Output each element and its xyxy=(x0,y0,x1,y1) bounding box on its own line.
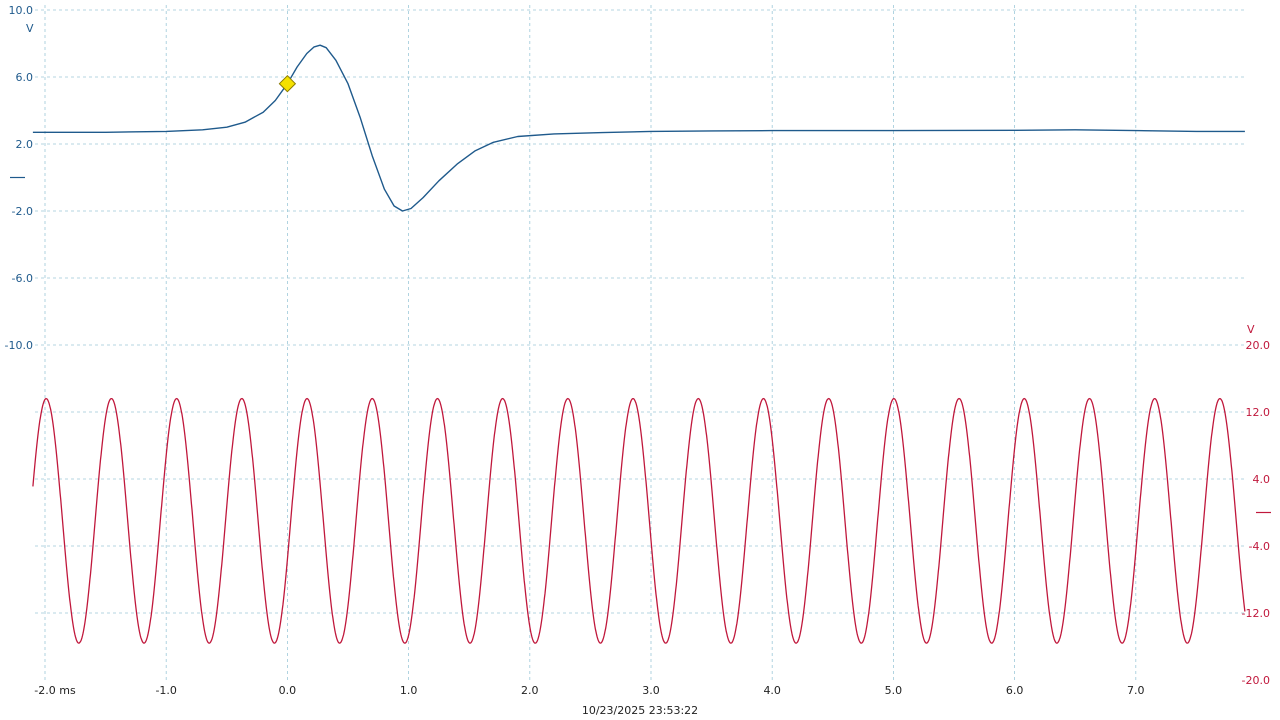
ch1-tick-label: 10.0 xyxy=(9,4,34,17)
x-tick-label: 4.0 xyxy=(763,684,781,697)
ch2-tick-label: 12.0 xyxy=(1246,406,1271,419)
x-tick-label: 3.0 xyxy=(642,684,660,697)
ch1-trace xyxy=(32,44,1245,212)
ch2-tick-label: -20.0 xyxy=(1242,674,1270,687)
channel-2: 20.0 12.0 4.0 -4.0 -12.0 -20.0 V xyxy=(32,323,1271,687)
ch2-trace xyxy=(32,397,1246,644)
x-tick-label: 2.0 xyxy=(521,684,539,697)
x-tick-label: 5.0 xyxy=(885,684,903,697)
channel-1: 10.0 6.0 2.0 -2.0 -6.0 -10.0 V xyxy=(5,4,1245,352)
ch2-tick-label: 20.0 xyxy=(1246,339,1271,352)
ch2-tick-label: -4.0 xyxy=(1249,540,1270,553)
ch1-unit-label: V xyxy=(26,22,34,35)
x-tick-label: 6.0 xyxy=(1006,684,1024,697)
ch1-tick-label: -10.0 xyxy=(5,339,33,352)
ch1-tick-label: 2.0 xyxy=(16,138,34,151)
ch1-tick-label: -6.0 xyxy=(12,272,33,285)
ch1-tick-label: -2.0 xyxy=(12,205,33,218)
ch2-tick-label: 4.0 xyxy=(1253,473,1271,486)
grid xyxy=(35,5,1246,680)
x-tick-label: 1.0 xyxy=(400,684,418,697)
trigger-marker-icon[interactable] xyxy=(278,74,297,93)
timestamp-label: 10/23/2025 23:53:22 xyxy=(582,704,698,717)
ch2-tick-label: -12.0 xyxy=(1242,607,1270,620)
x-axis: -2.0 ms -1.0 0.0 1.0 2.0 3.0 4.0 5.0 6.0 7.0 xyxy=(34,684,1144,697)
ch1-tick-label: 6.0 xyxy=(16,71,34,84)
ch2-unit-label: V xyxy=(1247,323,1255,336)
x-tick-label: -1.0 xyxy=(155,684,176,697)
x-tick-label: 0.0 xyxy=(279,684,297,697)
x-tick-label: 7.0 xyxy=(1127,684,1145,697)
x-tick-label: -2.0 ms xyxy=(34,684,76,697)
